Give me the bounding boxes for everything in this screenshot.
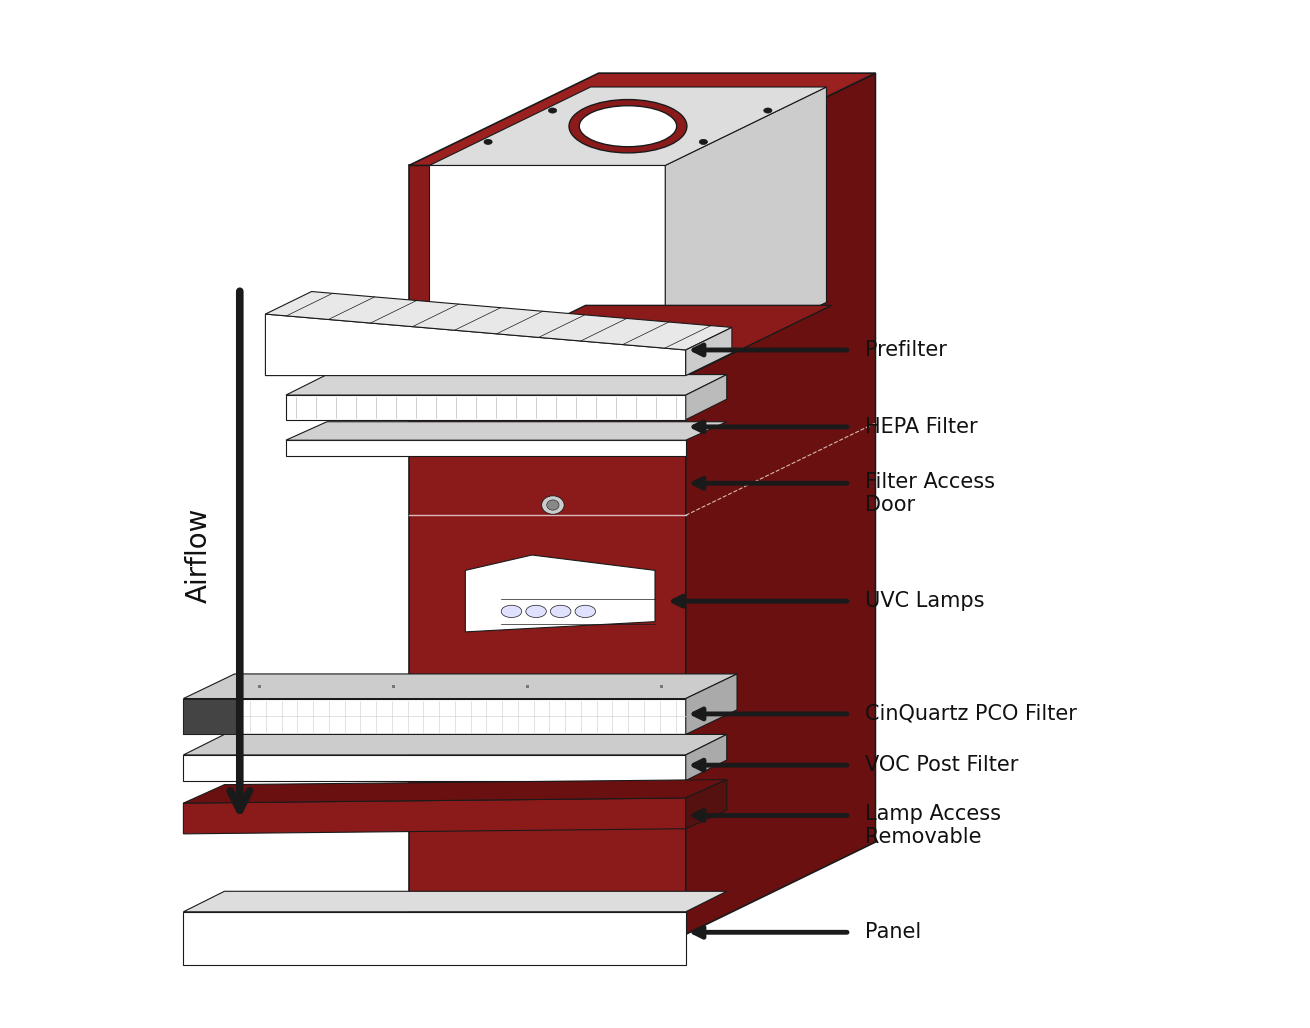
Ellipse shape — [546, 500, 559, 510]
Polygon shape — [286, 395, 685, 419]
Polygon shape — [665, 87, 827, 380]
Text: Prefilter: Prefilter — [865, 340, 947, 360]
Polygon shape — [183, 699, 240, 734]
Text: VOC Post Filter: VOC Post Filter — [865, 756, 1019, 775]
Polygon shape — [266, 292, 732, 350]
Ellipse shape — [575, 605, 596, 618]
Ellipse shape — [700, 140, 707, 145]
Ellipse shape — [483, 140, 493, 145]
Polygon shape — [183, 699, 685, 734]
Ellipse shape — [550, 605, 571, 618]
Ellipse shape — [579, 106, 677, 147]
Polygon shape — [183, 755, 685, 780]
Polygon shape — [465, 555, 655, 632]
Polygon shape — [430, 87, 827, 166]
Polygon shape — [409, 166, 685, 934]
Polygon shape — [183, 891, 727, 912]
Text: CinQuartz PCO Filter: CinQuartz PCO Filter — [865, 704, 1077, 724]
Polygon shape — [409, 73, 875, 166]
Polygon shape — [183, 734, 727, 755]
Polygon shape — [183, 779, 727, 803]
Text: HEPA Filter: HEPA Filter — [865, 417, 977, 437]
Polygon shape — [430, 166, 665, 380]
Polygon shape — [286, 421, 727, 440]
Polygon shape — [685, 73, 875, 934]
Text: Airflow: Airflow — [185, 508, 212, 602]
Polygon shape — [685, 779, 727, 829]
Ellipse shape — [502, 605, 521, 618]
Ellipse shape — [525, 605, 546, 618]
Ellipse shape — [541, 495, 565, 514]
Polygon shape — [424, 305, 832, 383]
Ellipse shape — [549, 108, 557, 113]
Polygon shape — [685, 674, 738, 734]
Polygon shape — [183, 912, 685, 965]
Text: Filter Access
Door: Filter Access Door — [865, 472, 996, 515]
Ellipse shape — [569, 100, 686, 153]
Text: UVC Lamps: UVC Lamps — [865, 591, 985, 611]
Text: Panel: Panel — [865, 922, 921, 943]
Polygon shape — [266, 315, 685, 375]
Polygon shape — [685, 734, 727, 780]
Polygon shape — [286, 374, 727, 395]
Polygon shape — [183, 674, 738, 699]
Polygon shape — [685, 327, 732, 375]
Polygon shape — [685, 374, 727, 419]
Polygon shape — [286, 440, 685, 455]
Polygon shape — [183, 798, 685, 834]
Text: Lamp Access
Removable: Lamp Access Removable — [865, 804, 1001, 847]
Ellipse shape — [764, 108, 772, 113]
